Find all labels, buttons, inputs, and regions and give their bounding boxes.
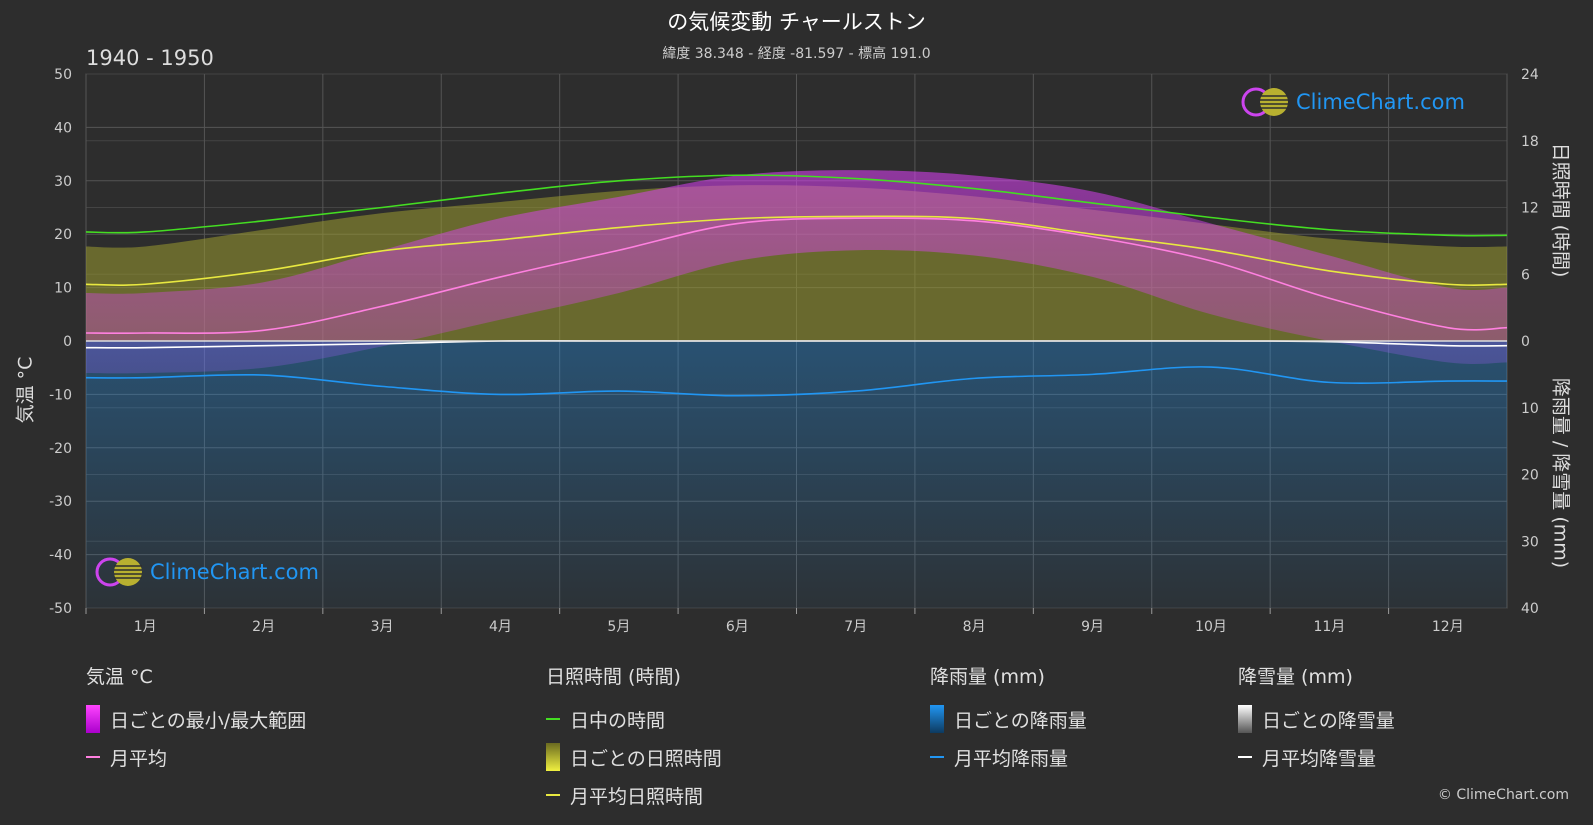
legend-label: 月平均降雪量 [1262,747,1377,770]
climechart-logo-icon [1241,87,1288,117]
logo-top-right[interactable]: ClimeChart.com [1240,86,1465,118]
legend-item-rain-daily: 日ごとの降雨量 [930,700,1087,738]
y-tick-label-sunshine: 0 [1521,334,1530,350]
sunshine-mean-swatch [546,794,560,796]
x-tick-label-month: 4月 [489,619,512,635]
y-tick-label-temperature: -30 [49,494,72,510]
rain-daily-band [86,341,1507,608]
rain-daily-swatch [930,705,944,733]
period-label: 1940 - 1950 [86,46,214,70]
sunshine-mean-line [85,215,1508,287]
x-tick-label-month: 1月 [134,619,157,635]
legend-item-daylight: 日中の時間 [546,700,722,738]
temp-range-swatch [86,705,100,733]
legend-label: 日ごとの降雪量 [1262,709,1395,732]
series-lines [85,174,1508,397]
y-tick-label-temperature: 40 [54,120,72,136]
climechart-logo-icon [95,557,142,587]
y-tick-label-precipitation: 10 [1521,401,1539,417]
daylight-swatch [546,718,560,720]
legend-item-snow-daily: 日ごとの降雪量 [1238,700,1395,738]
legend-rain: 降雨量 (mm) 日ごとの降雨量 月平均降雨量 [930,662,1087,776]
x-tick-label-month: 10月 [1195,619,1227,635]
y-tick-label-sunshine: 6 [1521,267,1530,283]
logo-text: ClimeChart.com [150,560,319,584]
legend-item-sunshine-daily: 日ごとの日照時間 [546,738,722,776]
x-tick-label-month: 9月 [1081,619,1104,635]
x-tick-label-month: 6月 [726,619,749,635]
temperature-range-band [86,170,1507,374]
legend-item-sunshine-mean: 月平均日照時間 [546,776,722,814]
legend-item-rain-mean: 月平均降雨量 [930,738,1087,776]
x-tick-label-month: 2月 [252,619,275,635]
legend-label: 日ごとの最小/最大範囲 [110,709,307,732]
temperature-mean-line [85,217,1508,334]
y-tick-label-temperature: 20 [54,227,72,243]
y-tick-label-temperature: 50 [54,67,72,83]
legend-snow: 降雪量 (mm) 日ごとの降雪量 月平均降雪量 [1238,662,1395,776]
copyright: © ClimeChart.com [1437,787,1569,803]
climate-chart: 50 40 30 20 10 0 -10 -20 -30 -40 -50 24 18 12 6 0 10 20 30… [49,67,1539,635]
y-tick-label-temperature: 0 [63,334,72,350]
snow-mean-swatch [1238,756,1252,758]
y-tick-label-temperature: -20 [49,441,72,457]
logo-bottom-left[interactable]: ClimeChart.com [94,556,319,588]
sunshine-daily-swatch [546,743,560,771]
legend-label: 日中の時間 [570,709,666,732]
x-tick-label-month: 8月 [963,619,986,635]
rain-mean-swatch [930,756,944,758]
data-bands [86,170,1507,608]
legend-item-temp-range: 日ごとの最小/最大範囲 [86,700,306,738]
logo-text: ClimeChart.com [1296,90,1465,114]
y-tick-label-temperature: 10 [54,281,72,297]
x-tick-label-month: 11月 [1313,619,1345,635]
snow-daily-swatch [1238,705,1252,733]
legend-item-temp-mean: 月平均 [86,738,306,776]
legend-temperature: 気温 °C 日ごとの最小/最大範囲 月平均 [86,662,306,776]
y-tick-label-temperature: 30 [54,174,72,190]
x-tick-label-month: 3月 [371,619,394,635]
legend-label: 日ごとの降雨量 [954,709,1087,732]
y-tick-label-sunshine: 18 [1521,134,1539,150]
chart-subtitle: 緯度 38.348 - 経度 -81.597 - 標高 191.0 [662,46,931,62]
legend-label: 月平均日照時間 [570,785,704,808]
legend-label: 月平均 [110,747,168,770]
chart-title: の気候変動 チャールストン [667,10,926,34]
legend-label: 日ごとの日照時間 [570,747,722,770]
x-tick-label-month: 7月 [844,619,867,635]
x-tick-label-month: 5月 [607,619,630,635]
legend-item-snow-mean: 月平均降雪量 [1238,738,1395,776]
y-tick-label-temperature: -50 [49,601,72,617]
temp-mean-swatch [86,756,100,758]
y-tick-label-precipitation: 20 [1521,468,1539,484]
x-tick-label-month: 12月 [1432,619,1464,635]
legend-title: 降雨量 (mm) [930,666,1045,688]
legend-title: 気温 °C [86,666,153,688]
y-tick-label-temperature: -40 [49,548,72,564]
daylight-line [85,174,1508,237]
y-tick-label-sunshine: 24 [1521,67,1539,83]
tick-labels: 50 40 30 20 10 0 -10 -20 -30 -40 -50 24 18 12 6 0 10 20 30… [49,67,1539,635]
y-tick-label-precipitation: 40 [1521,601,1539,617]
rain-mean-line [85,366,1508,397]
y-tick-label-precipitation: 30 [1521,534,1539,550]
legend-label: 月平均降雨量 [954,747,1069,770]
legend-sunshine: 日照時間 (時間) 日中の時間 日ごとの日照時間 月平均日照時間 [546,662,722,814]
y-tick-label-sunshine: 12 [1521,201,1539,217]
y-tick-label-temperature: -10 [49,387,72,403]
legend-title: 日照時間 (時間) [546,666,681,688]
legend-title: 降雪量 (mm) [1238,666,1353,688]
